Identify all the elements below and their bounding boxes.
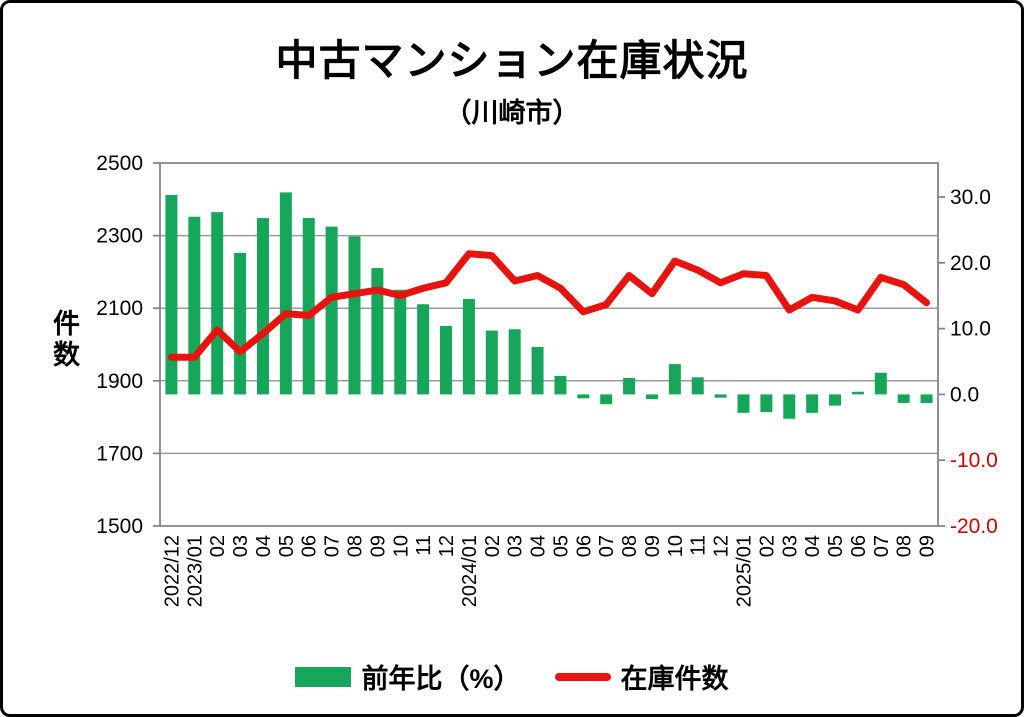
axis-tick-labels: 2500 2300 2100 1900 1700 1500 30.0 20.0 10.0 0.0 -… xyxy=(96,152,998,538)
bar-08 xyxy=(623,377,636,395)
x-label-08: 08 xyxy=(894,535,916,557)
x-label-07: 07 xyxy=(322,535,344,557)
bar-09 xyxy=(371,268,384,395)
bar-2024/01 xyxy=(462,298,475,395)
bar-07 xyxy=(600,394,613,405)
legend-line-swatch xyxy=(554,672,611,681)
bar-12 xyxy=(714,394,727,398)
bar-series xyxy=(165,192,933,419)
bar-07 xyxy=(325,226,338,395)
x-label-09: 09 xyxy=(917,535,939,557)
bar-12 xyxy=(440,325,453,395)
bar-02 xyxy=(485,330,498,395)
bar-06 xyxy=(302,218,315,395)
x-label-2022/12: 2022/12 xyxy=(161,535,183,607)
plot-border xyxy=(159,162,939,527)
x-label-03: 03 xyxy=(230,535,252,557)
bar-04 xyxy=(256,218,269,395)
right-axis-label-30.0: 30.0 xyxy=(950,186,991,209)
gridlines xyxy=(160,234,938,455)
legend-item-bar-series: 前年比（%） xyxy=(295,657,521,696)
bar-2023/01 xyxy=(188,216,201,395)
bar-10 xyxy=(668,364,681,395)
legend-item-line-series: 在庫件数 xyxy=(554,657,729,696)
x-label-08: 08 xyxy=(345,535,367,557)
left-axis-label-2100: 2100 xyxy=(96,297,143,320)
line-series xyxy=(167,250,931,361)
right-axis-label-10.0: 10.0 xyxy=(950,318,991,341)
bar-11 xyxy=(417,304,430,395)
x-label-06: 06 xyxy=(848,535,870,557)
left-axis-label-1900: 1900 xyxy=(96,370,143,393)
bar-02 xyxy=(211,212,224,395)
bar-06 xyxy=(577,394,590,399)
left-axis-label-2500: 2500 xyxy=(96,152,143,175)
x-label-11: 11 xyxy=(413,535,435,556)
x-label-07: 07 xyxy=(596,535,618,557)
right-axis-label-20.0: 20.0 xyxy=(950,252,991,275)
x-label-05: 05 xyxy=(276,535,298,557)
left-axis-label-1700: 1700 xyxy=(96,442,143,465)
x-label-03: 03 xyxy=(779,535,801,557)
bar-04 xyxy=(806,394,819,413)
bar-02 xyxy=(760,394,773,413)
x-label-04: 04 xyxy=(802,535,824,557)
x-label-04: 04 xyxy=(253,535,275,557)
x-label-2023/01: 2023/01 xyxy=(184,535,206,607)
x-label-02: 02 xyxy=(482,535,504,557)
bar-04 xyxy=(531,347,544,395)
x-label-02: 02 xyxy=(756,535,778,557)
bar-03 xyxy=(234,252,247,395)
x-label-03: 03 xyxy=(505,535,527,557)
bar-11 xyxy=(691,377,704,395)
left-axis-label-2300: 2300 xyxy=(96,225,143,248)
left-axis-title: 件数 xyxy=(49,309,79,371)
bar-05 xyxy=(554,375,567,395)
x-label-09: 09 xyxy=(367,535,389,557)
right-axis-label-0.0: 0.0 xyxy=(950,383,979,406)
combo-chart-plot: 2500 2300 2100 1900 1700 1500 30.0 20.0 10.0 0.0 -… xyxy=(96,152,998,607)
bar-09 xyxy=(920,394,933,403)
bar-05 xyxy=(279,192,292,395)
bar-03 xyxy=(783,394,796,419)
chart-title: 中古マンション在庫状況 xyxy=(275,37,749,84)
x-label-12: 12 xyxy=(436,535,458,557)
bar-2025/01 xyxy=(737,394,750,413)
bar-06 xyxy=(851,391,864,395)
x-label-02: 02 xyxy=(207,535,229,557)
x-label-12: 12 xyxy=(711,535,733,557)
x-label-07: 07 xyxy=(871,535,893,557)
x-label-2025/01: 2025/01 xyxy=(734,535,756,607)
x-label-11: 11 xyxy=(688,535,710,556)
x-label-06: 06 xyxy=(573,535,595,557)
chart-subtitle: （川崎市） xyxy=(444,98,580,128)
x-axis-labels: 2022/12 2023/01 02 03 04 05 06 07 08 09 10 11 12 2024… xyxy=(161,535,938,607)
legend-bar-label: 前年比（%） xyxy=(361,664,521,694)
bar-03 xyxy=(508,329,521,395)
axis-ticks xyxy=(153,162,945,527)
x-label-05: 05 xyxy=(550,535,572,557)
right-axis-label--10.0: -10.0 xyxy=(950,449,998,472)
x-label-05: 05 xyxy=(825,535,847,557)
bar-05 xyxy=(829,394,842,406)
bar-2022/12 xyxy=(165,195,178,395)
right-axis-label--20.0: -20.0 xyxy=(950,515,998,538)
legend: 前年比（%） 在庫件数 xyxy=(3,657,1021,696)
bar-07 xyxy=(874,372,887,395)
bar-10 xyxy=(394,289,407,395)
x-label-09: 09 xyxy=(642,535,664,557)
bar-08 xyxy=(348,236,361,395)
x-label-06: 06 xyxy=(299,535,321,557)
x-label-2024/01: 2024/01 xyxy=(459,535,481,607)
x-label-04: 04 xyxy=(528,535,550,557)
left-axis-label-1500: 1500 xyxy=(96,515,143,538)
legend-bar-swatch xyxy=(295,666,352,687)
x-label-10: 10 xyxy=(390,535,412,557)
x-label-10: 10 xyxy=(665,535,687,557)
legend-line-label: 在庫件数 xyxy=(620,664,729,694)
bar-09 xyxy=(645,394,658,400)
bar-08 xyxy=(897,394,910,403)
x-label-08: 08 xyxy=(619,535,641,557)
